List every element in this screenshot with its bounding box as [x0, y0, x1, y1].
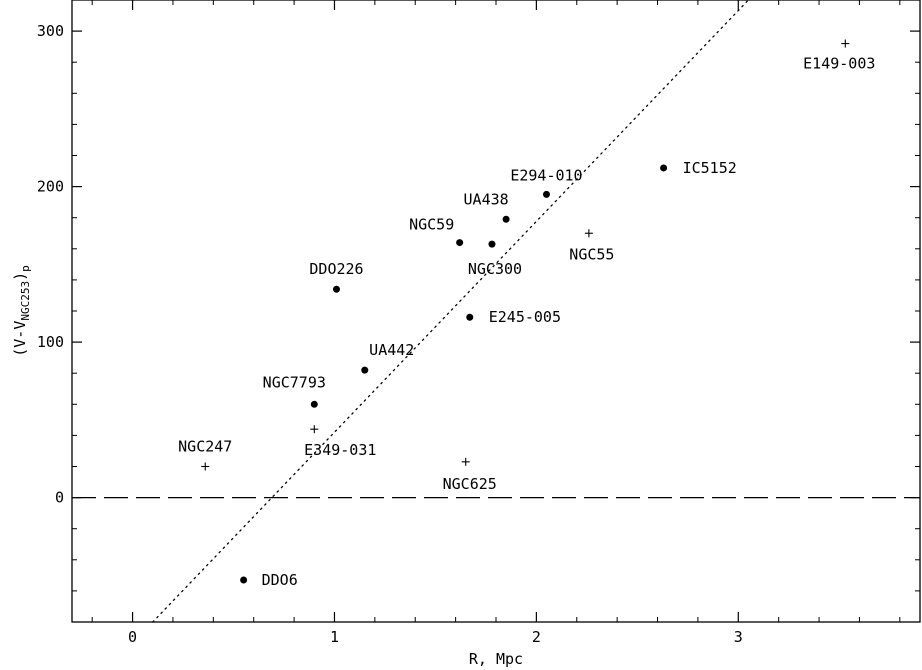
x-axis-label: R, Mpc: [469, 650, 523, 668]
point-label: E245-005: [489, 308, 561, 326]
point-label: E149-003: [803, 55, 875, 73]
point-label: NGC59: [409, 216, 454, 234]
y-tick-label: 200: [37, 178, 64, 196]
point-label: UA442: [369, 341, 414, 359]
y-tick-label: 0: [55, 489, 64, 507]
fit-dotted-line: [152, 0, 750, 623]
data-point-plus: [841, 39, 850, 48]
data-point-dot: [240, 576, 248, 584]
data-point-dot: [332, 285, 340, 293]
y-tick-label: 300: [37, 22, 64, 40]
data-point-dot: [542, 190, 550, 198]
data-point-dot: [466, 313, 474, 321]
x-tick-label: 2: [532, 628, 541, 646]
data-point-dot: [456, 239, 464, 247]
y-axis-label: (V-VNGC253)p: [11, 265, 32, 357]
x-tick-label: 3: [734, 628, 743, 646]
point-label: NGC300: [468, 260, 522, 278]
data-point-plus: [461, 457, 470, 466]
y-tick-label: 100: [37, 333, 64, 351]
data-point-dot: [310, 400, 318, 408]
y-axis-label-main: (V-V: [11, 321, 29, 357]
y-axis-label-close: ): [11, 272, 29, 281]
point-label: NGC7793: [263, 373, 326, 391]
data-point-dot: [502, 215, 510, 223]
axis-ticks: 0 1 2 3 0 100 200 300: [37, 0, 920, 646]
data-point-dot: [361, 366, 369, 374]
x-tick-label: 1: [330, 628, 339, 646]
point-label: E349-031: [304, 441, 376, 459]
point-label: DDO6: [262, 571, 298, 589]
point-label: UA438: [464, 190, 509, 208]
y-axis-label-subscript-p: p: [19, 265, 32, 272]
y-axis-label-subscript: NGC253: [19, 281, 32, 321]
data-point-dot: [660, 164, 668, 172]
x-tick-label: 0: [128, 628, 137, 646]
point-label: E294-010: [510, 166, 582, 184]
data-point-plus: [201, 462, 210, 471]
reference-lines: [72, 0, 920, 623]
point-label: IC5152: [683, 159, 737, 177]
point-label: NGC625: [443, 475, 497, 493]
data-points: [201, 39, 850, 584]
data-point-plus: [310, 425, 319, 434]
point-label: NGC247: [178, 438, 232, 456]
point-label: DDO226: [309, 260, 363, 278]
data-point-dot: [488, 240, 496, 248]
data-point-plus: [584, 229, 593, 238]
point-label: NGC55: [569, 245, 614, 263]
